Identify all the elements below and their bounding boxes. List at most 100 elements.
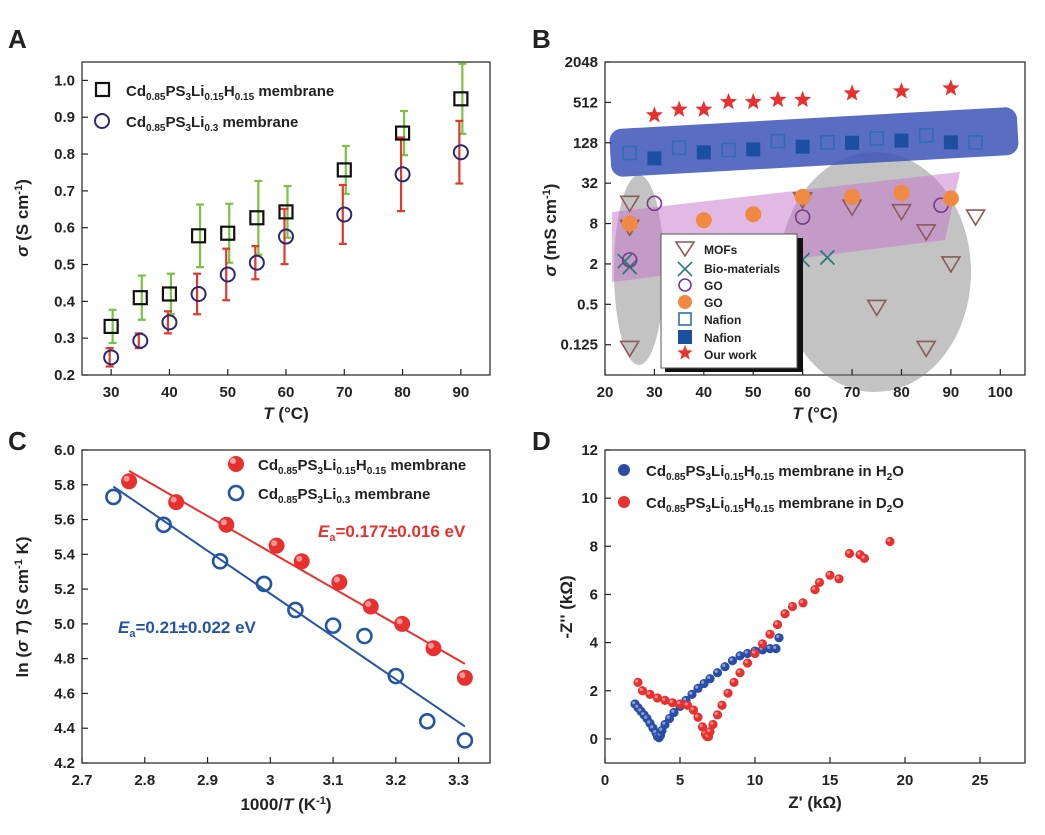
panel-d-xlabel: Z' (kΩ) xyxy=(788,793,842,812)
x-tick-label: 25 xyxy=(972,772,989,789)
panel-b-legend-nafion1-marker xyxy=(678,312,692,326)
panel-a-ylabel: σ (S cm-1) xyxy=(13,179,32,257)
data-point-highlight xyxy=(459,672,466,679)
panel-b-legend-go1-marker xyxy=(678,278,692,292)
y-tick-label: 5.6 xyxy=(54,512,75,529)
impedance-point-highlight xyxy=(677,701,681,705)
impedance-point-highlight xyxy=(714,711,718,716)
data-point-filled xyxy=(394,615,411,632)
panel-a-legend-circle-marker xyxy=(94,113,110,129)
panel-c-ea-annotation-red: Ea=0.177±0.016 eV xyxy=(318,522,466,544)
x-tick-label: 70 xyxy=(336,384,353,401)
y-tick-label: 6.0 xyxy=(54,442,75,459)
panel-b-legend-go2: GO xyxy=(704,296,723,310)
impedance-point xyxy=(660,695,670,706)
impedance-point-highlight xyxy=(710,721,714,725)
y-tick-label: 5.4 xyxy=(54,546,76,563)
our-work-point xyxy=(794,90,812,108)
impedance-point-highlight xyxy=(650,725,654,729)
x-tick-label: 20 xyxy=(597,384,614,401)
impedance-point xyxy=(687,689,697,699)
panel-c-xlabel: 1000/T (K-1) xyxy=(240,795,331,814)
nafion-open-point xyxy=(869,131,885,146)
impedance-point-highlight xyxy=(773,645,777,649)
impedance-point xyxy=(712,668,723,678)
x-tick-label: 90 xyxy=(943,384,960,401)
panel-d-ylabel: -Z'' (kΩ) xyxy=(557,575,576,638)
data-point-square xyxy=(190,228,207,244)
data-point-circle xyxy=(190,285,207,302)
nafion-open-point xyxy=(918,128,934,143)
data-point-circle xyxy=(336,206,353,223)
panel-b-legend-go2-marker xyxy=(678,295,692,309)
impedance-point xyxy=(717,700,727,710)
data-point-filled xyxy=(362,598,379,615)
x-tick-label: 40 xyxy=(161,384,178,401)
data-point-highlight xyxy=(170,496,177,503)
impedance-point-highlight xyxy=(707,675,711,680)
x-tick-label: 0 xyxy=(601,772,609,789)
data-point-highlight xyxy=(296,555,303,562)
our-work-point xyxy=(744,92,762,110)
data-point-open xyxy=(105,488,122,506)
impedance-point-highlight xyxy=(690,707,694,711)
panel-c-legend-label-1: Cd0.85PS3Li0.15H0.15 membrane xyxy=(258,457,466,477)
impedance-point-highlight xyxy=(647,691,651,695)
data-point-highlight xyxy=(123,475,130,482)
impedance-point xyxy=(780,609,790,619)
impedance-point-highlight xyxy=(759,640,763,645)
impedance-point xyxy=(742,658,753,668)
go-filled-point xyxy=(621,215,638,232)
data-point-filled xyxy=(168,494,185,511)
y-tick-label: 0.5 xyxy=(54,257,75,274)
y-tick-label: 5.2 xyxy=(54,581,75,598)
go-open-point xyxy=(794,209,811,225)
y-tick-label: 4.2 xyxy=(54,755,75,772)
nafion-open-point xyxy=(622,145,638,161)
x-tick-label: 80 xyxy=(893,384,910,401)
x-tick-label: 30 xyxy=(103,384,120,401)
panel-d-legend-d2o-marker xyxy=(618,496,630,508)
panel-a-legend-label-1: Cd0.85PS3Li0.15H0.15 membrane xyxy=(126,83,334,103)
data-point-circle xyxy=(394,166,411,183)
data-point-highlight xyxy=(396,618,403,625)
impedance-point xyxy=(697,722,708,732)
impedance-point xyxy=(814,577,825,588)
y-tick-label: 32 xyxy=(581,175,598,192)
nafion-open-point xyxy=(671,140,687,156)
panel-b-legend-bio-marker xyxy=(677,261,693,277)
nafion-filled-point xyxy=(696,145,711,160)
panel-b-legend-nafion1: Nafion xyxy=(704,313,741,327)
data-point-highlight xyxy=(428,642,435,649)
nafion-filled-point xyxy=(943,135,958,150)
impedance-point-highlight xyxy=(729,657,733,661)
panel-c-legend-red-marker xyxy=(228,456,244,472)
x-tick-label: 3.2 xyxy=(385,772,406,789)
panel-b-xlabel: T (°C) xyxy=(792,404,838,423)
data-point-open xyxy=(255,575,273,593)
panel-d-legend-h2o-marker xyxy=(618,464,630,476)
impedance-point-highlight xyxy=(800,599,804,604)
y-tick-label: 0.6 xyxy=(54,220,75,237)
y-tick-label: 2048 xyxy=(565,54,598,71)
impedance-point-highlight xyxy=(836,575,840,580)
impedance-point-highlight xyxy=(632,701,636,705)
data-point-open xyxy=(356,627,373,645)
panel-c-ea-annotation-blue: Ea=0.21±0.022 eV xyxy=(118,618,257,640)
impedance-point-highlight xyxy=(671,709,675,713)
x-tick-label: 50 xyxy=(219,384,236,401)
impedance-point xyxy=(771,644,781,654)
impedance-point-highlight xyxy=(782,610,786,615)
data-point-circle xyxy=(161,314,178,331)
nafion-open-point xyxy=(820,135,835,150)
impedance-point-highlight xyxy=(638,708,642,712)
y-tick-label: 0.4 xyxy=(54,293,76,310)
impedance-point-highlight xyxy=(887,538,891,542)
y-tick-label: 0.5 xyxy=(577,296,598,313)
data-point-open xyxy=(387,667,405,685)
data-point-filled xyxy=(456,669,473,686)
impedance-point-highlight xyxy=(752,650,756,654)
impedance-point xyxy=(765,629,775,639)
panel-b-legend-mofs-marker xyxy=(674,241,696,258)
y-tick-label: 0.3 xyxy=(54,330,75,347)
